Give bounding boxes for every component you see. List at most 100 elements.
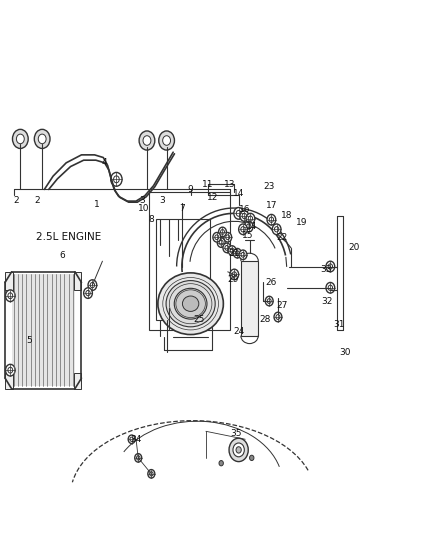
Circle shape [272,224,281,235]
Circle shape [233,248,241,258]
Circle shape [34,130,50,149]
Text: 19: 19 [296,219,308,228]
Circle shape [113,176,119,183]
Circle shape [220,230,224,235]
Circle shape [326,261,335,272]
Circle shape [130,437,134,441]
Bar [74,272,81,290]
Text: 21: 21 [229,249,240,258]
Circle shape [230,269,239,280]
Circle shape [267,298,271,303]
Text: 7: 7 [179,204,185,213]
Bar [241,261,258,336]
Circle shape [241,227,245,232]
Circle shape [215,235,219,240]
Bar [5,272,13,290]
Circle shape [235,251,239,256]
Text: 31: 31 [333,320,345,329]
Text: 8: 8 [148,215,154,224]
Ellipse shape [158,273,223,335]
Text: 2: 2 [34,196,40,205]
Circle shape [159,131,174,150]
Circle shape [8,367,13,373]
Circle shape [246,213,255,224]
Circle shape [12,130,28,149]
Text: 25: 25 [194,315,205,324]
Circle shape [213,232,221,242]
Text: 33: 33 [320,265,332,273]
Circle shape [267,214,276,225]
Circle shape [217,238,225,247]
Circle shape [148,470,155,478]
Text: 2.5L ENGINE: 2.5L ENGINE [35,232,101,243]
Circle shape [274,312,282,322]
Bar [149,192,230,330]
Text: 1: 1 [94,200,99,209]
Circle shape [248,216,253,221]
Circle shape [223,243,231,253]
Text: 27: 27 [277,301,288,310]
Ellipse shape [183,296,199,311]
Bar [5,373,13,389]
Text: 3: 3 [140,196,145,205]
Circle shape [6,365,15,376]
Circle shape [150,472,153,476]
Circle shape [328,285,332,290]
Circle shape [242,213,247,219]
Circle shape [219,240,223,245]
Circle shape [6,290,15,302]
Circle shape [275,227,279,232]
Circle shape [111,172,122,186]
Circle shape [162,136,170,146]
Circle shape [276,314,280,319]
Text: 10: 10 [138,204,149,213]
Circle shape [225,246,229,251]
Text: 3: 3 [159,196,165,205]
Circle shape [326,282,335,293]
Circle shape [90,282,95,288]
Text: 26: 26 [266,278,277,287]
Circle shape [236,211,241,216]
Circle shape [128,435,135,443]
Circle shape [247,224,251,229]
Circle shape [224,232,232,242]
Circle shape [219,461,223,466]
Circle shape [232,272,237,277]
Bar [155,219,210,320]
Text: 22: 22 [277,233,288,242]
Circle shape [269,217,274,222]
Text: 13: 13 [224,180,236,189]
Circle shape [139,131,155,150]
Text: 24: 24 [233,327,244,336]
Circle shape [239,224,247,235]
Circle shape [88,280,97,290]
Circle shape [135,454,142,462]
Text: 12: 12 [207,193,218,202]
Text: 14: 14 [246,222,258,231]
Circle shape [226,235,230,240]
Text: 29: 29 [228,275,239,284]
Ellipse shape [166,280,215,327]
Circle shape [137,456,140,460]
Text: 5: 5 [26,336,32,345]
Circle shape [16,134,24,144]
Circle shape [233,443,244,457]
Circle shape [328,264,332,269]
Text: 28: 28 [259,315,271,324]
Circle shape [8,293,13,298]
Text: 35: 35 [231,430,242,439]
Circle shape [229,438,248,462]
Text: 2: 2 [13,196,19,205]
Text: 4: 4 [102,158,107,167]
Circle shape [38,134,46,144]
Text: 34: 34 [131,435,142,444]
Text: 6: 6 [59,252,65,260]
Text: 9: 9 [188,185,194,194]
Ellipse shape [174,288,207,319]
Bar [12,274,75,386]
Text: 32: 32 [321,296,333,305]
Circle shape [244,221,253,232]
Text: 30: 30 [339,348,350,357]
Text: 15: 15 [242,231,253,240]
Circle shape [219,227,226,237]
